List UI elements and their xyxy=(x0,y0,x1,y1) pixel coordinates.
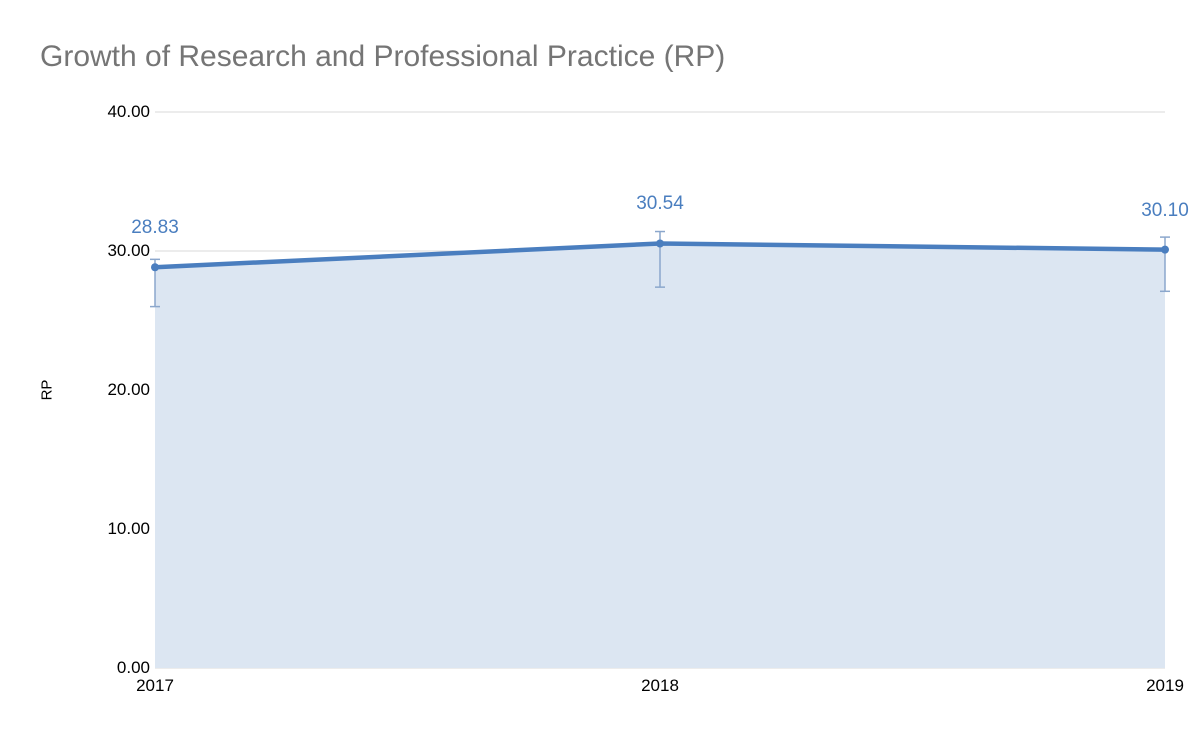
y-tick-label: 10.00 xyxy=(107,519,150,538)
data-label: 30.54 xyxy=(636,193,684,215)
x-tick-label: 2019 xyxy=(1146,676,1184,695)
y-tick-label: 30.00 xyxy=(107,241,150,260)
y-tick-label: 0.00 xyxy=(116,658,150,677)
chart-title: Growth of Research and Professional Prac… xyxy=(40,40,726,73)
y-tick-label: 20.00 xyxy=(107,380,150,399)
data-label: 28.83 xyxy=(131,217,179,239)
point-marker xyxy=(1161,245,1169,254)
y-tick-label: 40.00 xyxy=(107,102,150,121)
point-marker xyxy=(151,263,159,272)
x-tick-label: 2018 xyxy=(641,676,679,695)
point-marker xyxy=(656,239,664,248)
area-fill xyxy=(155,243,1165,668)
data-label: 30.10 xyxy=(1141,199,1189,221)
y-axis-title: RP xyxy=(38,379,56,401)
x-tick-label: 2017 xyxy=(136,676,174,695)
